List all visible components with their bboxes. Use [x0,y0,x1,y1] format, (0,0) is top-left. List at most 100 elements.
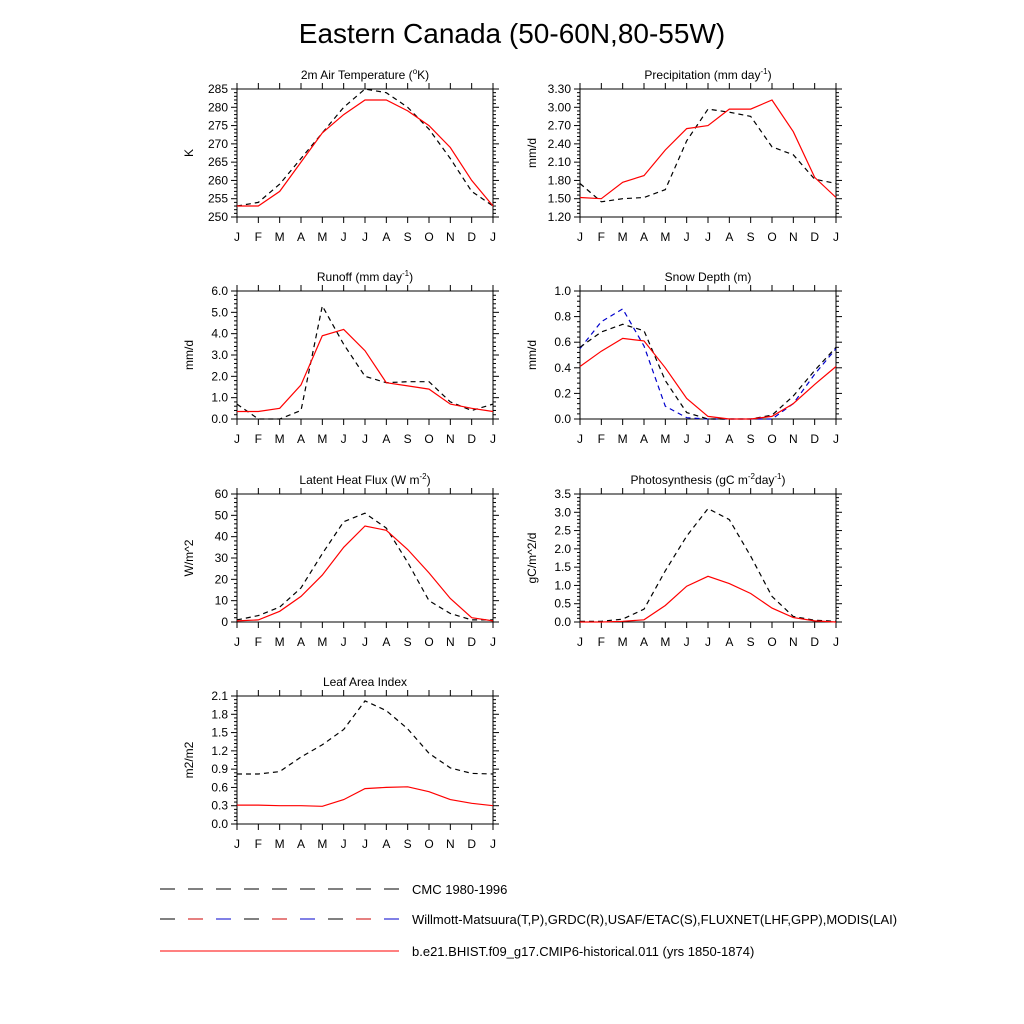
x-tick-label: M [618,635,628,649]
y-tick-label: 1.0 [554,284,571,298]
y-tick-label: 1.5 [211,726,228,740]
y-tick-label: 0.6 [554,335,571,349]
x-tick-label: S [747,432,755,446]
x-tick-label: J [234,432,240,446]
chart-panel-2: Precipitation (mm day-1) mm/d 1.20 1.50 1.80… [525,67,842,244]
y-tick-label: 1.0 [211,391,228,405]
plot-frame [236,695,494,825]
x-tick-label: J [234,635,240,649]
x-tick-label: J [577,230,583,244]
y-tick-label: 4.0 [211,327,228,341]
x-tick-label: J [490,432,496,446]
title-text: 2m Air Temperature ( [301,68,413,82]
x-tick-label: J [684,635,690,649]
x-tick-label: A [725,635,733,649]
legend: CMC 1980-1996 Willmott-Matsuura(T,P),GRDC… [160,882,897,959]
y-tick-label: 2.40 [548,137,572,151]
x-tick-label: A [297,635,305,649]
y-axis-label: gC/m^2/d [525,533,539,584]
x-tick-label: F [255,635,262,649]
x-tick-label: J [705,432,711,446]
y-axis-label: m2/m2 [182,741,196,778]
x-tick-label: J [684,230,690,244]
title-text: ) [427,473,431,487]
chart-panel-3: Runoff (mm day-1) mm/d 0.0 1.0 2.0 3.0 4.0 5.0 6… [182,269,499,446]
title-superscript: o [413,67,418,76]
x-tick-label: M [618,432,628,446]
y-tick-label: 5.0 [211,305,228,319]
title-superscript: -1 [774,472,782,481]
x-tick-label: J [341,837,347,851]
x-tick-label: A [640,432,648,446]
title-superscript: -1 [402,269,410,278]
x-tick-label: M [660,635,670,649]
y-tick-label: 2.5 [554,524,571,538]
y-tick-label: 3.0 [211,348,228,362]
legend-label: CMC 1980-1996 [412,882,507,897]
x-tick-label: M [660,230,670,244]
x-tick-label: A [382,432,390,446]
x-tick-label: N [446,230,455,244]
panel-title: Snow Depth (m) [665,270,752,284]
y-tick-label: 1.5 [554,560,571,574]
x-tick-label: O [424,635,433,649]
title-text: Latent Heat Flux (W m [299,473,419,487]
y-tick-label: 1.50 [548,192,572,206]
x-tick-label: J [341,432,347,446]
chart-panel-6: Photosynthesis (gC m-2day-1) gC/m^2/d 0.0 0… [525,472,842,649]
y-tick-label: 285 [208,82,228,96]
y-tick-label: 0.5 [554,597,571,611]
x-tick-label: A [382,230,390,244]
x-tick-label: A [640,635,648,649]
title-superscript: -1 [760,67,768,76]
x-tick-label: A [725,230,733,244]
y-tick-label: 0.8 [554,310,571,324]
title-text: ) [782,473,786,487]
panel-title: Runoff (mm day-1) [317,269,413,284]
x-tick-label: J [577,635,583,649]
y-tick-label: 0.2 [554,386,571,400]
x-tick-label: S [404,230,412,244]
dashed-series-line [236,512,493,621]
y-tick-label: 0.6 [211,780,228,794]
y-tick-label: 3.30 [548,82,572,96]
y-axis-label: K [182,149,196,157]
title-text: K) [417,68,429,82]
y-tick-label: 0.0 [211,817,228,831]
x-tick-label: A [297,837,305,851]
x-tick-label: S [404,432,412,446]
x-tick-label: A [382,837,390,851]
solid-series-line [237,328,494,413]
y-axis-label: mm/d [182,340,196,370]
x-tick-label: D [467,432,476,446]
x-tick-label: F [598,230,605,244]
x-tick-label: A [297,432,305,446]
x-tick-label: S [747,635,755,649]
x-tick-label: D [810,432,819,446]
y-tick-label: 3.5 [554,487,571,501]
y-tick-label: 275 [208,119,228,133]
y-tick-label: 280 [208,100,228,114]
x-tick-label: J [684,432,690,446]
x-tick-label: O [424,837,433,851]
dashed-series-line [579,308,837,420]
dashed-series-line [580,507,837,622]
x-tick-label: N [446,432,455,446]
x-tick-label: M [618,230,628,244]
y-tick-label: 0 [221,615,228,629]
x-tick-label: M [317,837,327,851]
title-text: Photosynthesis (gC m [631,473,748,487]
x-tick-label: M [660,432,670,446]
chart-panel-7: Leaf Area Index m2/m2 0.0 0.3 0.6 0.9 1.2 1.5 1.… [182,675,499,851]
chart-panel-4: Snow Depth (m)mm/d0.00.20.40.60.81.0J F M A… [525,270,842,446]
panel-title: Precipitation (mm day-1) [644,67,771,82]
x-tick-label: A [382,635,390,649]
title-text: day [755,473,774,487]
solid-series-line [236,525,494,622]
panel-title: Leaf Area Index [323,675,407,689]
plot-frame [236,290,494,420]
panel-title: 2m Air Temperature (oK) [301,67,429,82]
y-tick-label: 1.8 [211,707,228,721]
title-text: Snow Depth (m) [665,270,752,284]
y-tick-label: 0.3 [211,799,228,813]
